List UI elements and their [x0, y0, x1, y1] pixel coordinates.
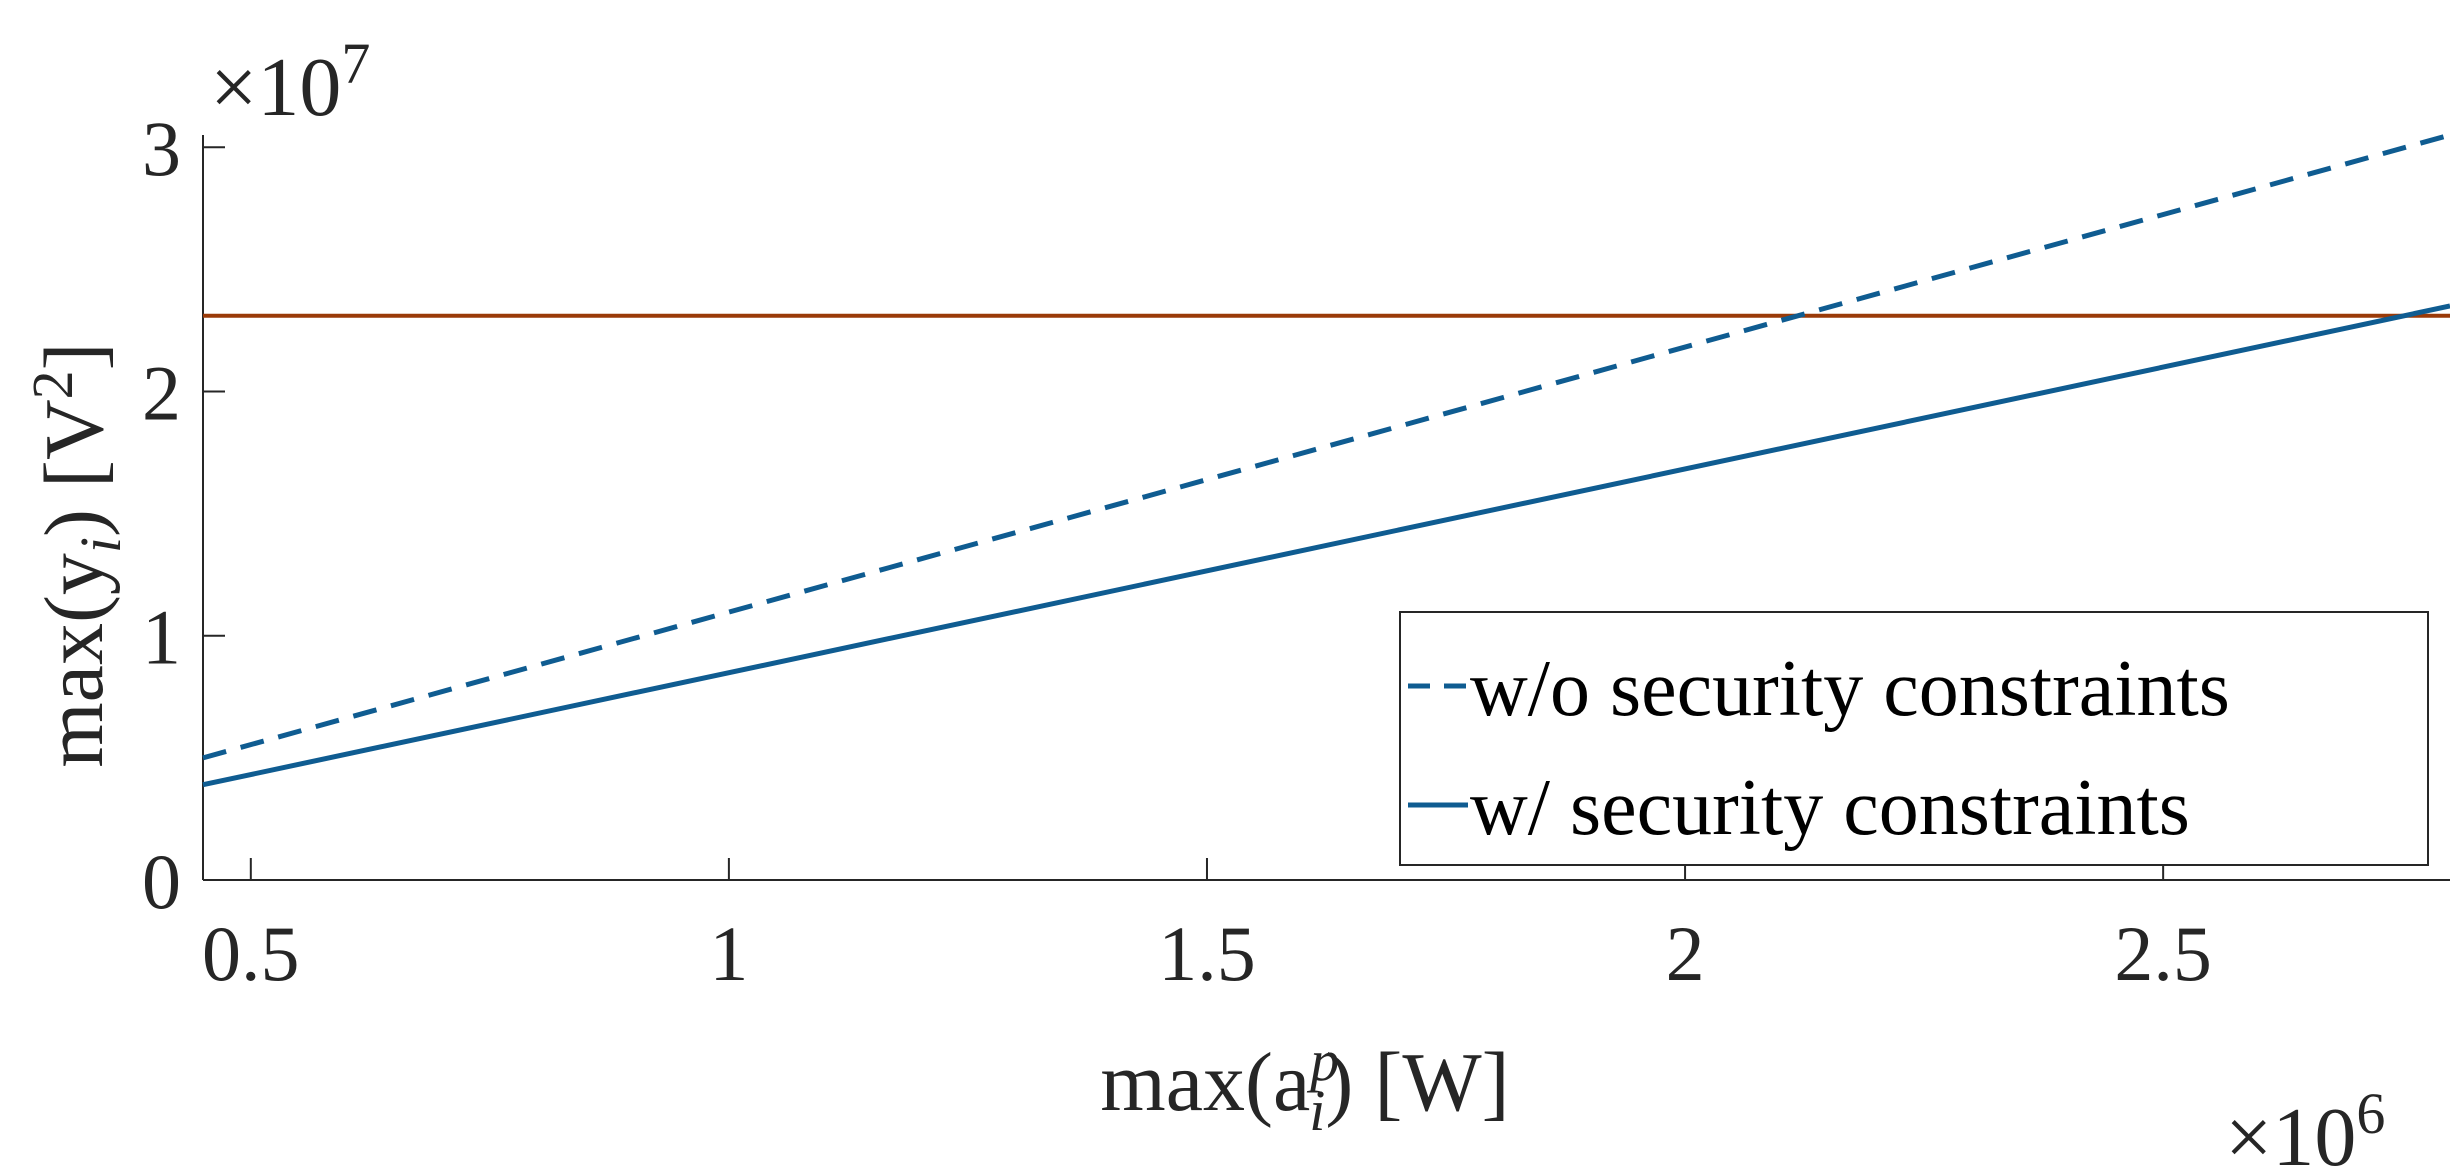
x-tick-label: 2 [1666, 910, 1705, 997]
x-tick-label: 1.5 [1158, 910, 1256, 997]
legend-label-with-constraints: w/ security constraints [1470, 764, 2190, 852]
plot-lines [202, 132, 2450, 788]
x-tick-label: 1 [709, 910, 748, 997]
y-tick-label: 2 [142, 349, 181, 436]
y-exponent-label: ×107 [210, 31, 370, 134]
x-axis-label: max(ap i) [W] [1100, 1028, 1509, 1143]
x-tick-label: 2.5 [2114, 910, 2212, 997]
y-tick-label: 3 [142, 105, 181, 192]
legend: w/o security constraints w/ security con… [1399, 611, 2429, 866]
y-axis-label: max(yi) [V2] [20, 342, 133, 767]
y-tick-label: 0 [142, 838, 181, 925]
legend-box [1399, 611, 2429, 866]
legend-label-without-constraints: w/o security constraints [1470, 645, 2230, 733]
y-tick-label: 1 [142, 594, 181, 681]
x-tick-label: 0.5 [202, 910, 300, 997]
x-exponent-label: ×106 [2225, 1081, 2385, 1170]
ticks: 0.5 1 1.5 2 2.5 0 1 2 3 [142, 105, 2212, 997]
series-line-with-constraints [202, 303, 2450, 788]
